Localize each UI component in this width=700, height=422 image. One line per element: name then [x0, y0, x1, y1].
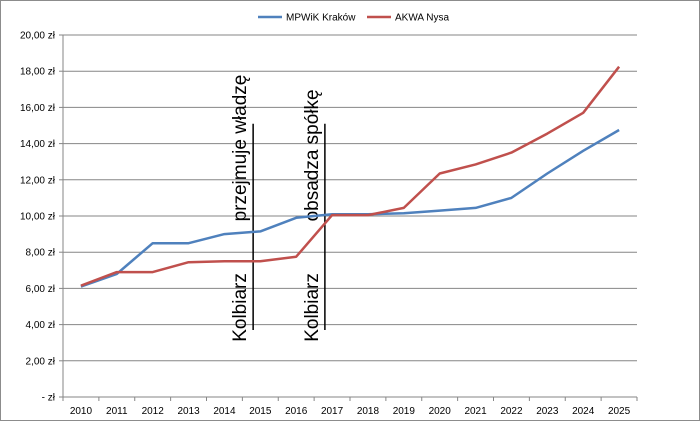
- y-tick-label: 10,00 zł: [20, 212, 56, 223]
- y-tick-label: 20,00 zł: [20, 31, 56, 42]
- gridlines: [63, 34, 637, 362]
- annotation-label: Kolbiarz: [230, 273, 251, 342]
- series-line: [80, 65, 621, 287]
- x-tick-label: 2012: [142, 406, 165, 417]
- y-tick-label: 6,00 zł: [26, 284, 56, 295]
- series-line: [80, 128, 620, 288]
- series-lines: [80, 65, 621, 288]
- y-tick-label: 16,00 zł: [20, 103, 56, 114]
- x-tick-label: 2021: [464, 406, 487, 417]
- y-tick-label: 18,00 zł: [20, 67, 56, 78]
- x-tick-label: 2018: [357, 406, 380, 417]
- y-tick-label: 12,00 zł: [20, 175, 56, 186]
- annotation-label: przejmuje władzę: [230, 75, 251, 222]
- axes: [59, 34, 638, 401]
- y-tick-label: - zł: [42, 393, 56, 404]
- x-tick-label: 2016: [285, 406, 308, 417]
- x-tick-label: 2013: [177, 406, 200, 417]
- x-tick-label: 2022: [500, 406, 523, 417]
- x-tick-label: 2019: [393, 406, 416, 417]
- y-tick-label: 2,00 zł: [26, 356, 56, 367]
- x-tick-label: 2011: [106, 406, 128, 417]
- x-tick-label: 2024: [572, 406, 595, 417]
- x-tick-label: 2010: [70, 406, 93, 417]
- legend-label: MPWiK Kraków: [286, 13, 356, 24]
- y-tick-label: 14,00 zł: [20, 139, 56, 150]
- annotation-label: obsadza spółkę: [302, 89, 323, 221]
- legend-label: AKWA Nysa: [395, 13, 450, 24]
- y-tick-labels: - zł 2,00 zł 4,00 zł 6,00 zł 8,00 zł 10,00 zł…: [20, 31, 56, 404]
- annotation-label: Kolbiarz: [302, 273, 323, 342]
- y-tick-label: 4,00 zł: [26, 320, 56, 331]
- x-tick-label: 2014: [213, 406, 236, 417]
- x-tick-label: 2023: [536, 406, 559, 417]
- x-tick-label: 2017: [321, 406, 344, 417]
- legend: MPWiK Kraków AKWA Nysa: [258, 13, 450, 24]
- x-tick-label: 2025: [608, 406, 631, 417]
- x-tick-label: 2020: [429, 406, 452, 417]
- x-tick-label: 2015: [249, 406, 272, 417]
- annotations: Kolbiarz przejmuje władzę Kolbiarz obsadza …: [230, 75, 326, 342]
- y-tick-label: 8,00 zł: [26, 248, 56, 259]
- x-tick-labels: 2010 2011 2012 2013 2014 2015 2016 2017 2018 2019…: [70, 406, 631, 417]
